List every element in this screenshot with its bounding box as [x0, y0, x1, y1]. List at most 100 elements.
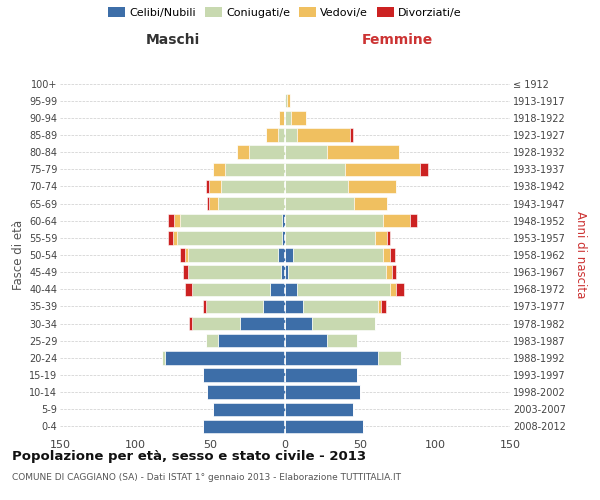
Bar — [218, 334, 285, 347]
Bar — [312, 317, 375, 330]
Bar — [168, 231, 173, 244]
Bar — [285, 420, 363, 433]
Text: COMUNE DI CAGGIANO (SA) - Dati ISTAT 1° gennaio 2013 - Elaborazione TUTTITALIA.I: COMUNE DI CAGGIANO (SA) - Dati ISTAT 1° … — [12, 472, 401, 482]
Bar — [213, 402, 285, 416]
Bar — [285, 248, 293, 262]
Bar — [285, 317, 312, 330]
Bar — [218, 197, 285, 210]
Bar — [327, 334, 357, 347]
Bar — [284, 111, 285, 124]
Bar — [396, 282, 404, 296]
Bar — [285, 368, 357, 382]
Bar — [277, 248, 285, 262]
Bar — [187, 266, 281, 279]
Bar — [192, 317, 240, 330]
Bar — [285, 180, 348, 193]
Bar — [205, 180, 209, 193]
Bar — [297, 128, 349, 141]
Bar — [237, 146, 249, 159]
Bar — [192, 282, 270, 296]
Bar — [285, 231, 375, 244]
Bar — [213, 162, 225, 176]
Bar — [387, 231, 390, 244]
Bar — [381, 300, 386, 313]
Bar — [285, 162, 345, 176]
Bar — [378, 300, 381, 313]
Legend: Celibi/Nubili, Coniugati/e, Vedovi/e, Divorziati/e: Celibi/Nubili, Coniugati/e, Vedovi/e, Di… — [104, 3, 466, 22]
Bar — [165, 351, 285, 364]
Bar — [265, 128, 277, 141]
Bar — [378, 351, 401, 364]
Bar — [270, 282, 285, 296]
Text: Popolazione per età, sesso e stato civile - 2013: Popolazione per età, sesso e stato civil… — [12, 450, 366, 463]
Bar — [177, 231, 282, 244]
Bar — [285, 146, 327, 159]
Text: Femmine: Femmine — [362, 34, 433, 48]
Bar — [187, 248, 277, 262]
Bar — [386, 266, 392, 279]
Bar — [327, 146, 399, 159]
Bar — [240, 317, 285, 330]
Bar — [285, 282, 297, 296]
Bar — [180, 248, 185, 262]
Bar — [390, 248, 395, 262]
Bar — [293, 248, 383, 262]
Bar — [291, 111, 306, 124]
Bar — [209, 197, 218, 210]
Bar — [180, 214, 282, 228]
Bar — [168, 214, 174, 228]
Bar — [285, 197, 354, 210]
Y-axis label: Fasce di età: Fasce di età — [11, 220, 25, 290]
Bar — [285, 351, 378, 364]
Bar — [162, 351, 165, 364]
Bar — [203, 300, 205, 313]
Bar — [277, 128, 285, 141]
Bar — [285, 111, 291, 124]
Bar — [392, 266, 396, 279]
Bar — [174, 214, 180, 228]
Bar — [279, 111, 284, 124]
Bar — [383, 248, 390, 262]
Bar — [203, 368, 285, 382]
Bar — [390, 282, 396, 296]
Bar — [348, 180, 396, 193]
Bar — [303, 300, 378, 313]
Bar — [185, 248, 187, 262]
Bar — [281, 266, 285, 279]
Bar — [297, 282, 390, 296]
Bar — [383, 214, 409, 228]
Bar — [285, 214, 383, 228]
Bar — [203, 420, 285, 433]
Bar — [173, 231, 177, 244]
Bar — [282, 231, 285, 244]
Bar — [288, 266, 386, 279]
Bar — [205, 334, 218, 347]
Bar — [285, 402, 353, 416]
Bar — [345, 162, 420, 176]
Bar — [225, 162, 285, 176]
Bar — [249, 146, 285, 159]
Bar — [207, 386, 285, 399]
Bar — [285, 266, 288, 279]
Bar — [354, 197, 387, 210]
Bar — [375, 231, 387, 244]
Text: Maschi: Maschi — [145, 34, 200, 48]
Bar — [221, 180, 285, 193]
Bar — [349, 128, 353, 141]
Bar — [285, 386, 360, 399]
Bar — [285, 334, 327, 347]
Bar — [263, 300, 285, 313]
Bar — [185, 282, 192, 296]
Bar — [183, 266, 187, 279]
Bar — [285, 94, 287, 108]
Bar — [189, 317, 192, 330]
Bar — [285, 128, 297, 141]
Bar — [287, 94, 290, 108]
Bar — [207, 197, 209, 210]
Y-axis label: Anni di nascita: Anni di nascita — [574, 212, 587, 298]
Bar — [285, 300, 303, 313]
Bar — [409, 214, 417, 228]
Bar — [209, 180, 221, 193]
Bar — [282, 214, 285, 228]
Bar — [420, 162, 427, 176]
